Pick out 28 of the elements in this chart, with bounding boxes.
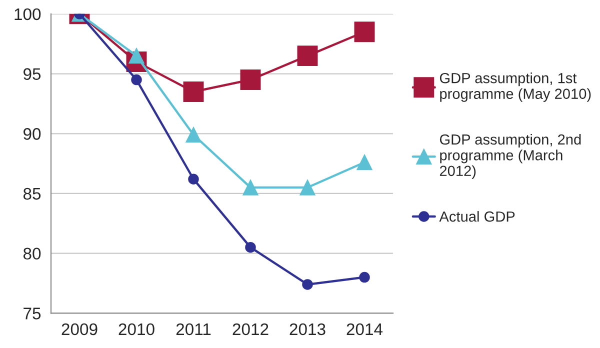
y-tick-label: 100 bbox=[14, 8, 41, 20]
legend-label: GDP assumption, 2nd programme (March 2012) bbox=[440, 134, 581, 179]
point bbox=[186, 127, 202, 143]
point bbox=[356, 154, 372, 170]
x-tick-label: 2013 bbox=[290, 323, 326, 336]
x-tick-label: 2010 bbox=[118, 323, 154, 336]
y-tick-label: 75 bbox=[24, 308, 41, 320]
point bbox=[297, 46, 318, 66]
point bbox=[242, 180, 258, 196]
point bbox=[354, 22, 375, 42]
y-tick-label: 80 bbox=[23, 248, 41, 260]
x-tick-label: 2009 bbox=[62, 323, 98, 336]
y-tick-label: 85 bbox=[23, 188, 41, 200]
point bbox=[131, 74, 142, 86]
y-tick-label: 90 bbox=[24, 128, 41, 140]
x-tick-label: 2014 bbox=[346, 323, 383, 336]
point bbox=[183, 81, 204, 102]
legend-label: Actual GDP bbox=[439, 211, 515, 222]
point bbox=[300, 180, 316, 196]
point bbox=[359, 272, 370, 283]
point bbox=[240, 70, 261, 90]
point bbox=[302, 279, 313, 290]
point bbox=[245, 242, 256, 253]
legend-label: GDP assumption, 1st programme (May 2010) bbox=[440, 72, 591, 102]
y-tick-label: 95 bbox=[24, 68, 41, 80]
x-tick-label: 2011 bbox=[176, 323, 211, 336]
x-tick-label: 2012 bbox=[232, 323, 268, 336]
point bbox=[188, 174, 199, 185]
